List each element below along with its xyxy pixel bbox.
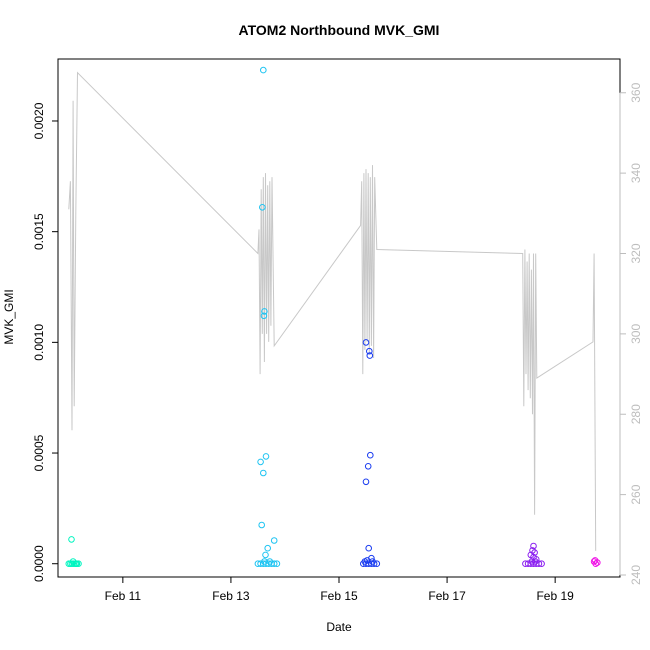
data-point bbox=[260, 312, 268, 320]
data-point bbox=[257, 458, 264, 466]
right-y-tick-label: 320 bbox=[629, 243, 643, 263]
scatter-points-layer bbox=[65, 66, 601, 568]
data-point bbox=[273, 560, 281, 568]
y-axis: 0.0000 0.0005 0.0010 0.0015 0.0020 bbox=[32, 102, 59, 582]
data-point bbox=[591, 557, 599, 564]
data-point bbox=[261, 308, 268, 315]
right-y-tick-label: 300 bbox=[629, 324, 643, 344]
data-point bbox=[262, 453, 270, 460]
right-y-axis: 240 260 280 300 320 340 360 bbox=[619, 82, 643, 585]
data-point bbox=[367, 451, 374, 459]
x-tick-label: Feb 11 bbox=[105, 589, 142, 603]
y-tick-label: 0.0015 bbox=[32, 213, 46, 250]
y-tick-label: 0.0005 bbox=[32, 434, 46, 471]
data-point bbox=[362, 339, 370, 346]
data-point bbox=[270, 537, 278, 544]
data-point bbox=[73, 560, 80, 568]
series-4 bbox=[522, 542, 545, 568]
y-axis-label: MVK_GMI bbox=[2, 289, 16, 344]
data-point bbox=[260, 469, 267, 477]
chart-title: ATOM2 Northbound MVK_GMI bbox=[239, 22, 440, 38]
data-point bbox=[68, 536, 75, 543]
data-point bbox=[262, 551, 269, 559]
x-tick-label: Feb 17 bbox=[428, 589, 466, 603]
data-point bbox=[528, 558, 536, 565]
right-y-tick-label: 360 bbox=[629, 82, 643, 102]
data-point bbox=[75, 560, 82, 568]
data-point bbox=[362, 478, 370, 486]
y-tick-label: 0.0000 bbox=[32, 545, 46, 582]
series-3 bbox=[360, 339, 381, 568]
data-point bbox=[538, 560, 545, 568]
data-point bbox=[531, 558, 539, 565]
y-tick-label: 0.0010 bbox=[32, 324, 46, 361]
right-y-tick-label: 260 bbox=[629, 484, 643, 504]
y-tick-label: 0.0020 bbox=[32, 102, 46, 139]
x-tick-label: Feb 13 bbox=[212, 589, 250, 603]
data-point bbox=[266, 558, 274, 565]
data-point bbox=[594, 559, 601, 566]
secondary-series-line bbox=[68, 71, 597, 551]
data-point bbox=[529, 547, 536, 554]
x-tick-label: Feb 19 bbox=[536, 589, 574, 603]
x-axis: Feb 11 Feb 13 Feb 15 Feb 17 Feb 19 bbox=[105, 576, 574, 603]
right-y-tick-label: 240 bbox=[629, 565, 643, 585]
secondary-line-layer bbox=[68, 71, 597, 551]
series-5 bbox=[590, 557, 601, 568]
data-point bbox=[530, 542, 537, 550]
x-tick-label: Feb 15 bbox=[320, 589, 358, 603]
data-point bbox=[592, 560, 600, 568]
series-2 bbox=[254, 66, 281, 568]
data-point bbox=[366, 347, 373, 355]
data-point bbox=[363, 557, 371, 564]
data-point bbox=[258, 521, 266, 529]
series-1 bbox=[65, 536, 82, 568]
data-point bbox=[366, 352, 374, 359]
x-axis-label: Date bbox=[326, 620, 352, 634]
right-y-tick-label: 340 bbox=[629, 163, 643, 183]
data-point bbox=[365, 544, 373, 552]
right-y-tick-label: 280 bbox=[629, 404, 643, 424]
data-point bbox=[264, 544, 272, 552]
data-point bbox=[69, 558, 77, 565]
data-point bbox=[259, 204, 266, 211]
data-point bbox=[364, 463, 372, 470]
data-point bbox=[260, 66, 267, 74]
